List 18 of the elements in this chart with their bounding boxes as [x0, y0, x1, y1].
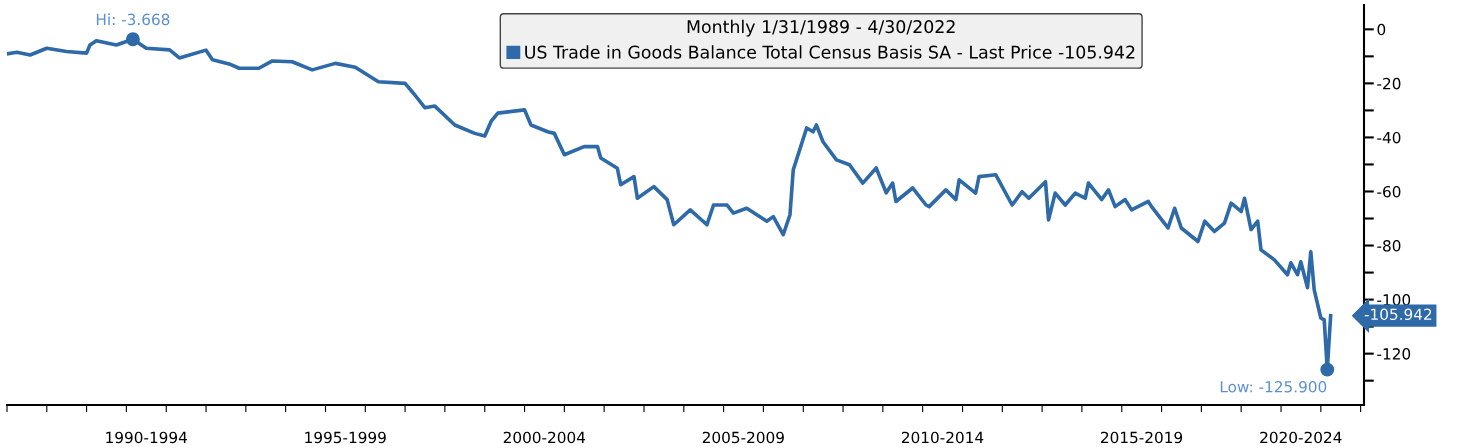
x-tick-label: 2015-2019	[1101, 431, 1183, 444]
x-tick-label: 2020-2024	[1260, 431, 1342, 444]
legend-label: US Trade in Goods Balance Total Census Basis SA - Last Price -105.942	[525, 45, 1135, 59]
x-tick-label: 1995-1999	[305, 431, 386, 444]
text: -105.942	[1364, 308, 1432, 321]
y-tick-label: -20	[1377, 77, 1401, 90]
legend-title: Monthly 1/31/1989 - 4/30/2022	[687, 19, 955, 37]
y-tick-label: -40	[1377, 131, 1401, 144]
x-tick-label: 1990-1994	[106, 431, 187, 444]
x-tick-label: 2000-2004	[503, 431, 586, 444]
y-tick-label: 0	[1377, 23, 1386, 36]
y-tick-label: -120	[1377, 348, 1411, 360]
annotation: Low: -125.900	[1220, 380, 1327, 393]
x-tick-label: 2010-2014	[901, 431, 984, 444]
y-tick-label: -80	[1377, 240, 1401, 252]
x-tick-label: 2005-2009	[702, 431, 784, 444]
y-tick-label: -60	[1377, 185, 1401, 198]
annotation: Hi: -3.668	[96, 13, 170, 26]
